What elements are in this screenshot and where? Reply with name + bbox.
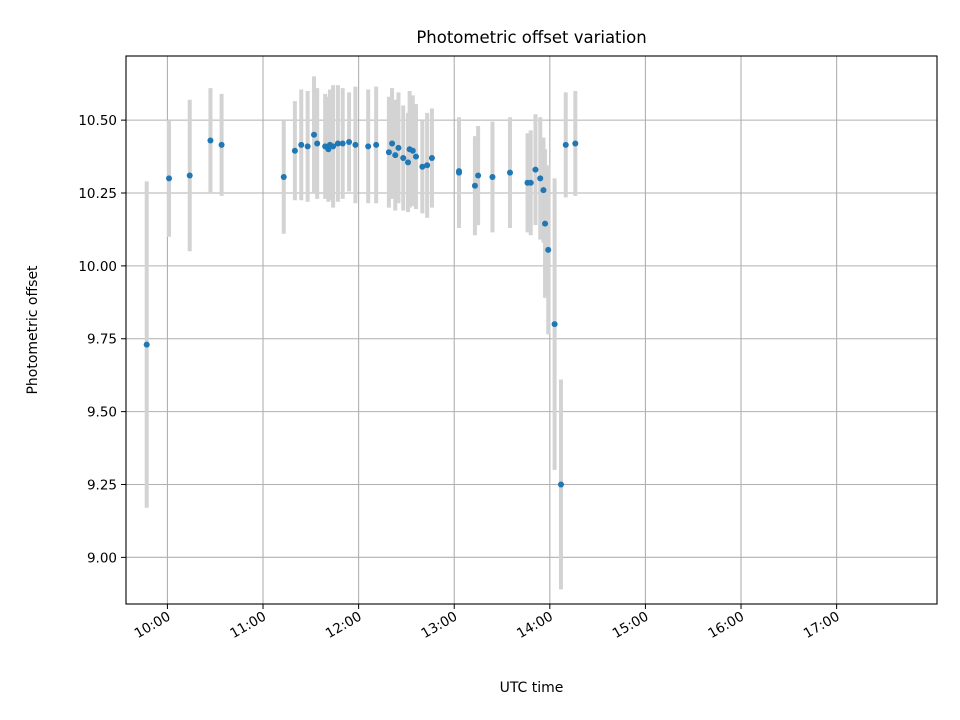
data-point — [456, 169, 463, 176]
data-point — [424, 162, 431, 169]
data-point — [311, 131, 318, 138]
data-point — [280, 173, 287, 180]
data-point — [400, 155, 407, 162]
data-point — [532, 166, 539, 173]
y-tick-label: 10.00 — [78, 259, 117, 275]
data-point — [365, 143, 372, 150]
data-point — [352, 141, 359, 148]
data-point — [166, 175, 173, 182]
data-point — [489, 173, 496, 180]
data-point — [405, 159, 412, 166]
y-tick-label: 10.50 — [78, 113, 117, 129]
data-point — [385, 149, 392, 156]
data-points — [143, 131, 579, 488]
y-tick-label: 9.50 — [87, 405, 117, 421]
data-point — [291, 147, 298, 154]
data-point — [314, 140, 321, 147]
data-point — [551, 321, 558, 328]
data-point — [298, 141, 305, 148]
data-point — [412, 153, 419, 160]
x-axis-title: UTC time — [500, 680, 564, 696]
data-point — [392, 152, 399, 159]
data-point — [471, 182, 478, 189]
data-point — [545, 246, 552, 253]
data-point — [506, 169, 513, 176]
data-point — [537, 175, 544, 182]
y-tick-label: 9.25 — [87, 477, 117, 493]
plot-frame — [125, 55, 938, 605]
data-point — [409, 147, 416, 154]
data-point — [339, 140, 346, 147]
y-tick-label: 9.00 — [87, 550, 117, 566]
y-axis-ticks: 9.00 9.25 9.50 9.75 10.00 10.25 10.50 — [78, 113, 126, 566]
data-point — [330, 143, 337, 150]
data-point — [419, 163, 426, 170]
y-tick-label: 10.25 — [78, 186, 117, 202]
data-point — [562, 141, 569, 148]
data-point — [540, 187, 547, 194]
data-point — [334, 140, 341, 147]
data-point — [542, 220, 549, 227]
data-point — [428, 155, 435, 162]
chart-title: Photometric offset variation — [416, 28, 646, 47]
data-point — [527, 179, 534, 186]
data-point — [346, 138, 353, 145]
data-point — [572, 140, 579, 147]
data-point — [207, 137, 214, 144]
y-axis-title: Photometric offset — [25, 265, 41, 395]
y-tick-label: 9.75 — [87, 332, 117, 348]
data-point — [186, 172, 193, 179]
data-point — [475, 172, 482, 179]
data-point — [373, 141, 380, 148]
data-point — [557, 481, 564, 488]
data-point — [218, 141, 225, 148]
data-point — [389, 140, 396, 147]
data-point — [143, 341, 150, 348]
data-point — [395, 144, 402, 151]
data-point — [304, 143, 311, 150]
